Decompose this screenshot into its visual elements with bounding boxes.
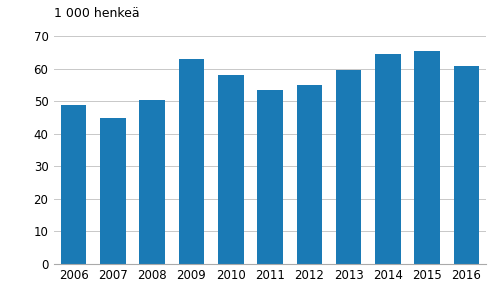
Bar: [61, 105, 86, 264]
Bar: [454, 65, 479, 264]
Bar: [139, 100, 165, 264]
Bar: [257, 90, 283, 264]
Bar: [100, 118, 126, 264]
Bar: [414, 51, 440, 264]
Bar: [218, 75, 244, 264]
Text: 1 000 henkeä: 1 000 henkeä: [54, 7, 139, 20]
Bar: [336, 70, 361, 264]
Bar: [297, 85, 322, 264]
Bar: [179, 59, 204, 264]
Bar: [375, 54, 401, 264]
